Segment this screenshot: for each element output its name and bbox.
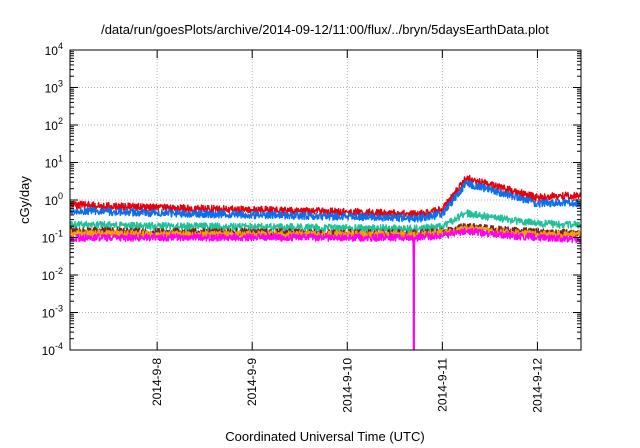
series-line bbox=[70, 227, 581, 350]
x-tick-label: 2014-9-10 bbox=[340, 358, 354, 413]
y-tick-label: 10-2 bbox=[42, 266, 63, 283]
x-axis: 2014-9-8 2014-9-9 2014-9-10 2014-9-11 2014-9… bbox=[150, 50, 544, 413]
x-tick-label: 2014-9-8 bbox=[150, 358, 164, 406]
y-axis-label: cGy/day bbox=[17, 176, 32, 224]
series-line bbox=[70, 174, 581, 219]
series-line bbox=[70, 209, 581, 234]
x-axis-label: Coordinated Universal Time (UTC) bbox=[225, 429, 424, 444]
y-tick-label: 10-3 bbox=[42, 304, 63, 321]
series-line bbox=[70, 179, 581, 223]
y-tick-label: 102 bbox=[45, 116, 63, 133]
x-tick-label: 2014-9-12 bbox=[530, 358, 544, 413]
y-tick-label: 10-4 bbox=[42, 341, 63, 358]
y-axis: 10-4 10-3 10-2 10-1 100 101 102 103 104 bbox=[42, 41, 581, 358]
y-tick-label: 104 bbox=[45, 41, 63, 58]
y-tick-label: 10-1 bbox=[42, 229, 63, 246]
chart-title: /data/run/goesPlots/archive/2014-09-12/1… bbox=[101, 22, 549, 37]
grid bbox=[70, 50, 581, 350]
x-tick-label: 2014-9-11 bbox=[435, 358, 449, 412]
x-tick-label: 2014-9-9 bbox=[245, 358, 259, 406]
y-tick-label: 100 bbox=[45, 191, 63, 208]
series-group bbox=[70, 174, 581, 350]
y-tick-label: 101 bbox=[45, 154, 63, 171]
y-tick-label: 103 bbox=[45, 79, 63, 96]
